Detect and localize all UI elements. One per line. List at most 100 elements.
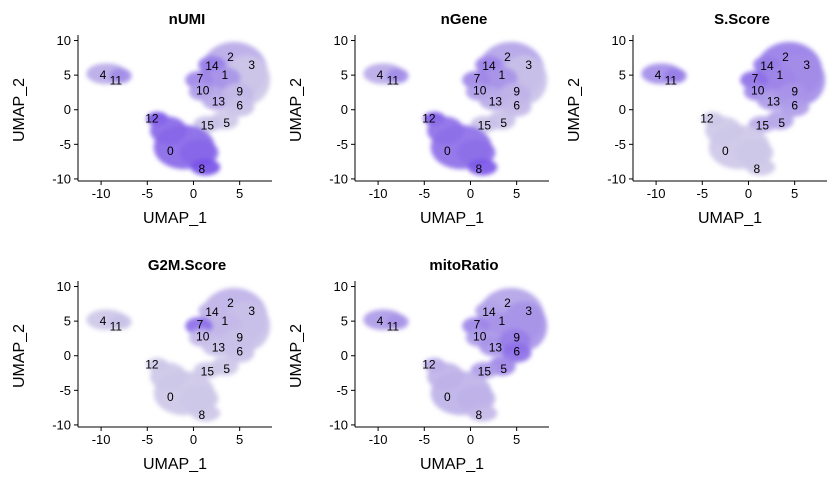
x-tick-label: 0	[190, 186, 197, 201]
cluster-label: 2	[227, 50, 234, 64]
panel-title: mitoRatio	[429, 257, 498, 274]
panel-title: G2M.Score	[148, 257, 226, 274]
cluster-label: 0	[167, 144, 174, 158]
cluster-label: 15	[201, 365, 215, 379]
y-axis-label: UMAP_2	[288, 78, 305, 142]
cluster-label: 6	[236, 345, 243, 359]
y-tick-label: -10	[52, 171, 71, 186]
cluster-label: 6	[236, 99, 243, 113]
cluster-label: 0	[167, 390, 174, 404]
cluster-label: 5	[500, 116, 507, 130]
y-tick-label: -5	[336, 383, 348, 398]
x-tick-label: 0	[745, 186, 752, 201]
x-axis-label: UMAP_1	[420, 210, 484, 227]
cluster-label: 14	[205, 305, 219, 319]
cluster-label: 4	[655, 68, 662, 82]
x-tick-label: -5	[697, 186, 709, 201]
x-axis-label: UMAP_1	[420, 456, 484, 473]
cluster-label: 15	[201, 119, 215, 133]
panel-title: nGene	[441, 11, 488, 28]
cluster-label: 9	[791, 85, 798, 99]
cluster-label: 14	[760, 59, 774, 73]
x-tick-label: -10	[92, 186, 111, 201]
cell-points	[363, 41, 548, 176]
cluster-label: 0	[444, 390, 451, 404]
cluster-8-cells	[467, 158, 498, 176]
y-axis-label: UMAP_2	[11, 78, 28, 142]
cluster-6-cells	[501, 343, 532, 363]
y-axis-label: UMAP_2	[11, 324, 28, 388]
cluster-label: 9	[513, 85, 520, 99]
cluster-label: 9	[236, 85, 243, 99]
x-tick-label: 5	[236, 186, 243, 201]
cluster-label: 7	[197, 318, 204, 332]
cluster-label: 13	[489, 94, 503, 108]
x-tick-label: 5	[513, 186, 520, 201]
panel-mitoratio: mitoRatio-10 -5 0 5-10-50510UMAP_1UMAP_2231…	[288, 257, 549, 473]
y-tick-label: 5	[341, 68, 348, 83]
cluster-11-cells	[109, 314, 132, 330]
panel-title: S.Score	[714, 11, 770, 28]
cluster-label: 2	[504, 296, 511, 310]
y-tick-label: -10	[329, 417, 348, 432]
cluster-label: 1	[499, 314, 506, 328]
cluster-label: 15	[478, 365, 492, 379]
y-tick-label: -5	[614, 137, 626, 152]
cluster-label: 1	[222, 314, 229, 328]
cluster-label: 2	[782, 50, 789, 64]
cluster-label: 11	[110, 74, 123, 88]
y-tick-label: -5	[336, 137, 348, 152]
cluster-1-cells	[484, 312, 518, 335]
x-tick-label: -10	[92, 432, 111, 447]
cluster-label: 8	[753, 162, 760, 176]
cluster-label: 7	[474, 318, 481, 332]
y-tick-label: -10	[329, 171, 348, 186]
panel-s-score: S.Score-10 -5 0 5-10-50510UMAP_1UMAP_223147…	[566, 11, 827, 227]
cluster-label: 12	[145, 358, 159, 372]
cluster-label: 2	[504, 50, 511, 64]
cluster-8-cells	[190, 404, 221, 422]
x-tick-label: 5	[791, 186, 798, 201]
cluster-label: 4	[377, 68, 384, 82]
cluster-label: 13	[212, 94, 226, 108]
cluster-label: 0	[722, 144, 729, 158]
cluster-11-cells	[109, 68, 132, 84]
y-tick-label: -10	[607, 171, 626, 186]
y-tick-label: 5	[64, 68, 71, 83]
cluster-1-cells	[484, 66, 518, 89]
cluster-label: 9	[513, 331, 520, 345]
cluster-label: 9	[236, 331, 243, 345]
y-axis-label: UMAP_2	[566, 78, 583, 142]
cluster-label: 10	[473, 83, 487, 97]
y-tick-label: 0	[64, 348, 71, 363]
cluster-label: 0	[444, 144, 451, 158]
x-tick-label: 5	[236, 432, 243, 447]
cluster-label: 12	[145, 112, 159, 126]
cluster-1-cells	[207, 312, 241, 335]
y-tick-label: 5	[619, 68, 626, 83]
y-tick-label: 5	[341, 314, 348, 329]
x-tick-label: -5	[419, 186, 431, 201]
y-tick-label: 10	[334, 33, 348, 48]
cluster-label: 3	[248, 304, 255, 318]
cluster-label: 12	[422, 358, 436, 372]
cluster-label: 8	[475, 162, 482, 176]
x-tick-label: -5	[142, 432, 154, 447]
cluster-label: 11	[387, 74, 400, 88]
y-tick-label: 10	[334, 279, 348, 294]
cluster-label: 12	[700, 112, 714, 126]
y-tick-label: 10	[57, 279, 71, 294]
y-tick-label: -10	[52, 417, 71, 432]
x-tick-label: -5	[419, 432, 431, 447]
cluster-11-cells	[386, 68, 409, 84]
y-tick-label: 0	[64, 102, 71, 117]
cluster-label: 6	[791, 99, 798, 113]
cell-points	[86, 287, 271, 422]
x-tick-label: 0	[190, 432, 197, 447]
cell-points	[363, 287, 548, 422]
cluster-label: 5	[778, 116, 785, 130]
cluster-11-cells	[386, 314, 409, 330]
x-tick-label: -10	[369, 186, 388, 201]
y-tick-label: 10	[57, 33, 71, 48]
